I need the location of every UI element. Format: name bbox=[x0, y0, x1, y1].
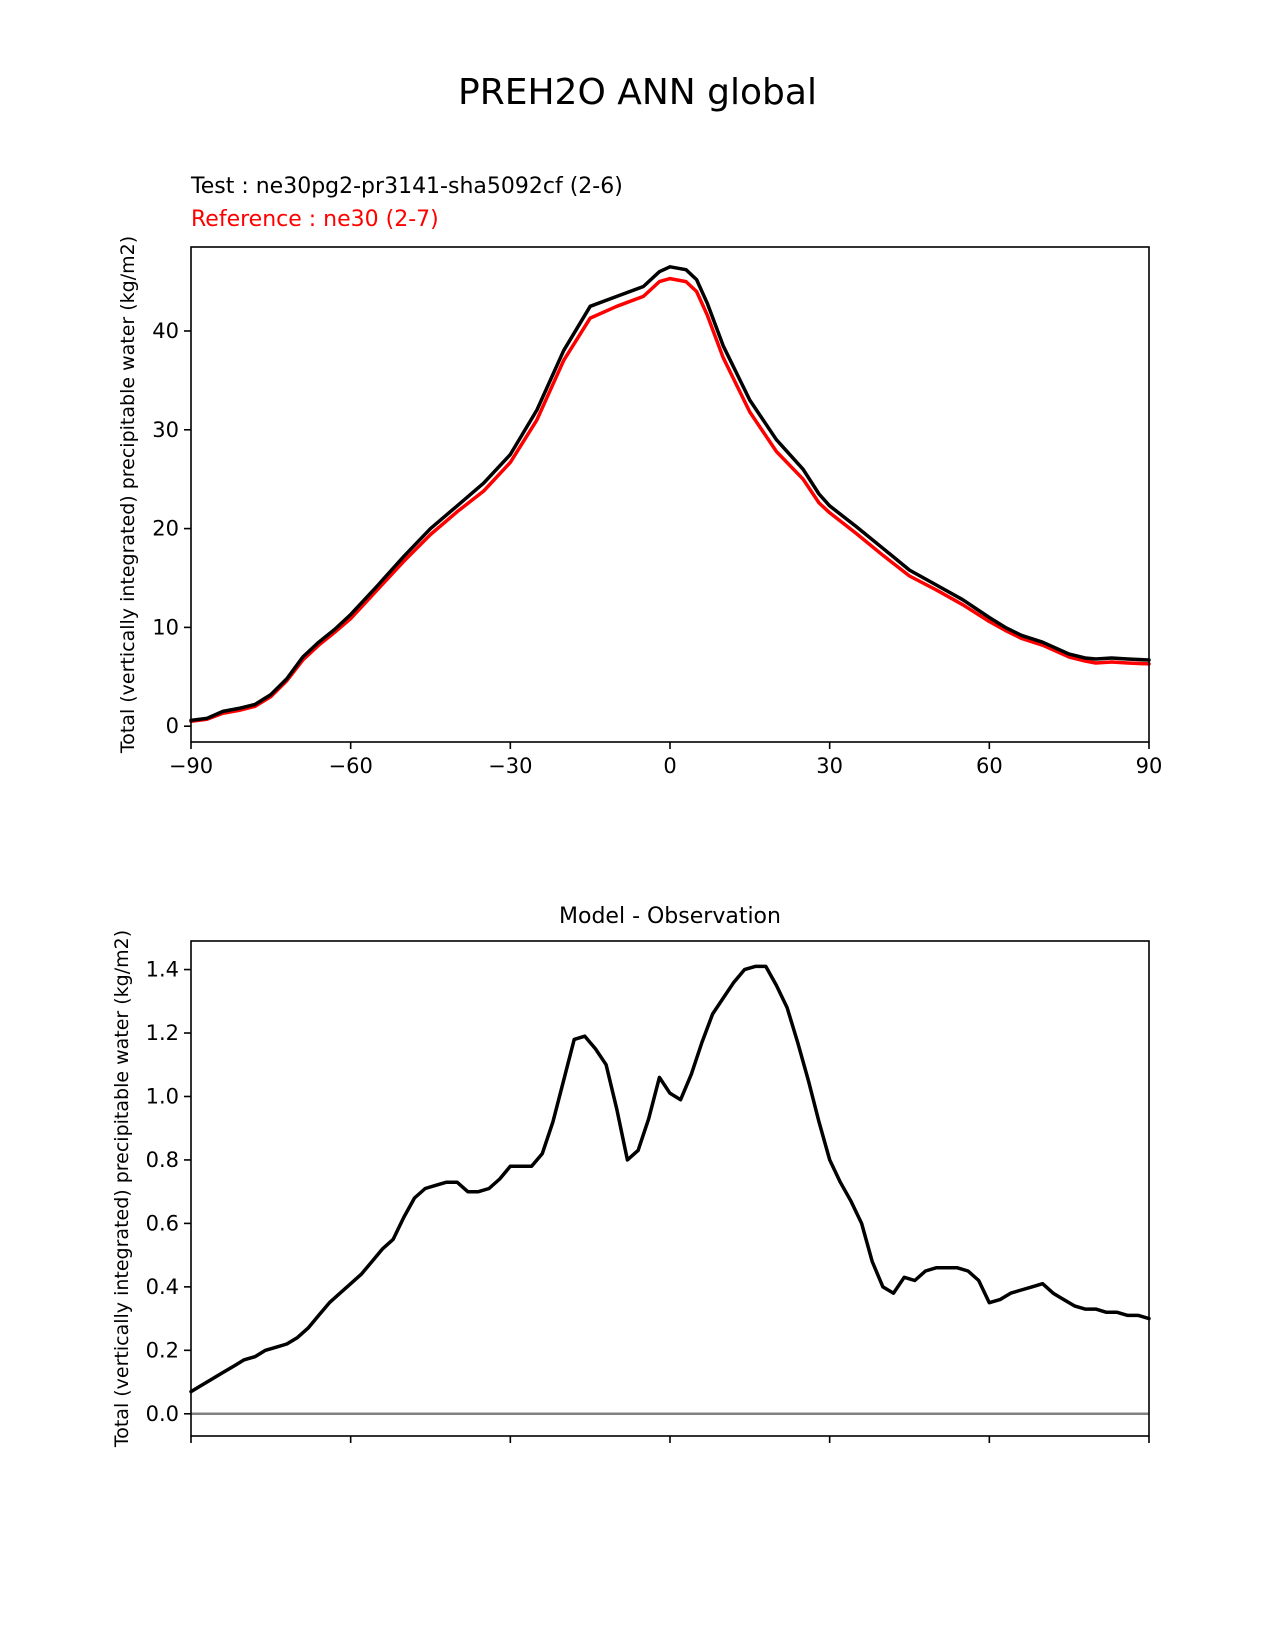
y-tick-label: 20 bbox=[152, 517, 179, 541]
x-tick-label: 0 bbox=[663, 1448, 676, 1450]
reference-label: Reference : ne30 (2-7) bbox=[191, 207, 439, 232]
x-tick-label: 60 bbox=[976, 754, 1003, 778]
y-axis-label: Total (vertically integrated) precipitab… bbox=[111, 930, 133, 1448]
x-tick-label: 60 bbox=[976, 1448, 1003, 1450]
x-tick-label: −30 bbox=[488, 754, 532, 778]
y-tick-label: 0.6 bbox=[146, 1211, 179, 1235]
difference-plot-title: Model - Observation bbox=[559, 904, 781, 929]
y-tick-label: 0.8 bbox=[146, 1148, 179, 1172]
y-tick-label: 30 bbox=[152, 418, 179, 442]
series-line-reference bbox=[189, 276, 1151, 724]
y-tick-label: 40 bbox=[152, 319, 179, 343]
x-tick-label: 0 bbox=[663, 754, 676, 778]
x-tick-label: −90 bbox=[169, 754, 213, 778]
series-line-test bbox=[189, 964, 1151, 1394]
x-tick-label: −30 bbox=[488, 1448, 532, 1450]
x-tick-label: −90 bbox=[169, 1448, 213, 1450]
x-tick-label: 30 bbox=[816, 1448, 843, 1450]
difference-plot: −90 −60 −30 0 30 60 90 0.0 0.2 0.4 0.6 0.8 1.0 1.2 1.4… bbox=[111, 930, 1163, 1450]
x-tick-label: −60 bbox=[329, 1448, 373, 1450]
zonal-mean-plot: −90 −60 −30 0 30 60 90 0 10 20 30 40 Total (vertical… bbox=[117, 236, 1163, 778]
x-tick-label: −60 bbox=[329, 754, 373, 778]
y-tick-label: 1.4 bbox=[146, 958, 179, 982]
axes-frame bbox=[190, 940, 1150, 1437]
y-tick-label: 0 bbox=[166, 714, 179, 738]
y-tick-label: 10 bbox=[152, 615, 179, 639]
y-tick-label: 1.0 bbox=[146, 1084, 179, 1108]
y-axis-label: Total (vertically integrated) precipitab… bbox=[117, 236, 139, 754]
y-tick-label: 0.4 bbox=[146, 1275, 179, 1299]
test-label: Test : ne30pg2-pr3141-sha5092cf (2-6) bbox=[191, 174, 623, 199]
x-tick-label: 90 bbox=[1136, 754, 1163, 778]
figure-title: PREH2O ANN global bbox=[458, 72, 817, 113]
x-tick-label: 30 bbox=[816, 754, 843, 778]
y-tick-label: 0.0 bbox=[146, 1402, 179, 1426]
y-tick-label: 1.2 bbox=[146, 1021, 179, 1045]
x-tick-label: 90 bbox=[1136, 1448, 1163, 1450]
y-tick-label: 0.2 bbox=[146, 1338, 179, 1362]
series-line-test bbox=[189, 265, 1151, 723]
axes-frame bbox=[190, 246, 1150, 743]
